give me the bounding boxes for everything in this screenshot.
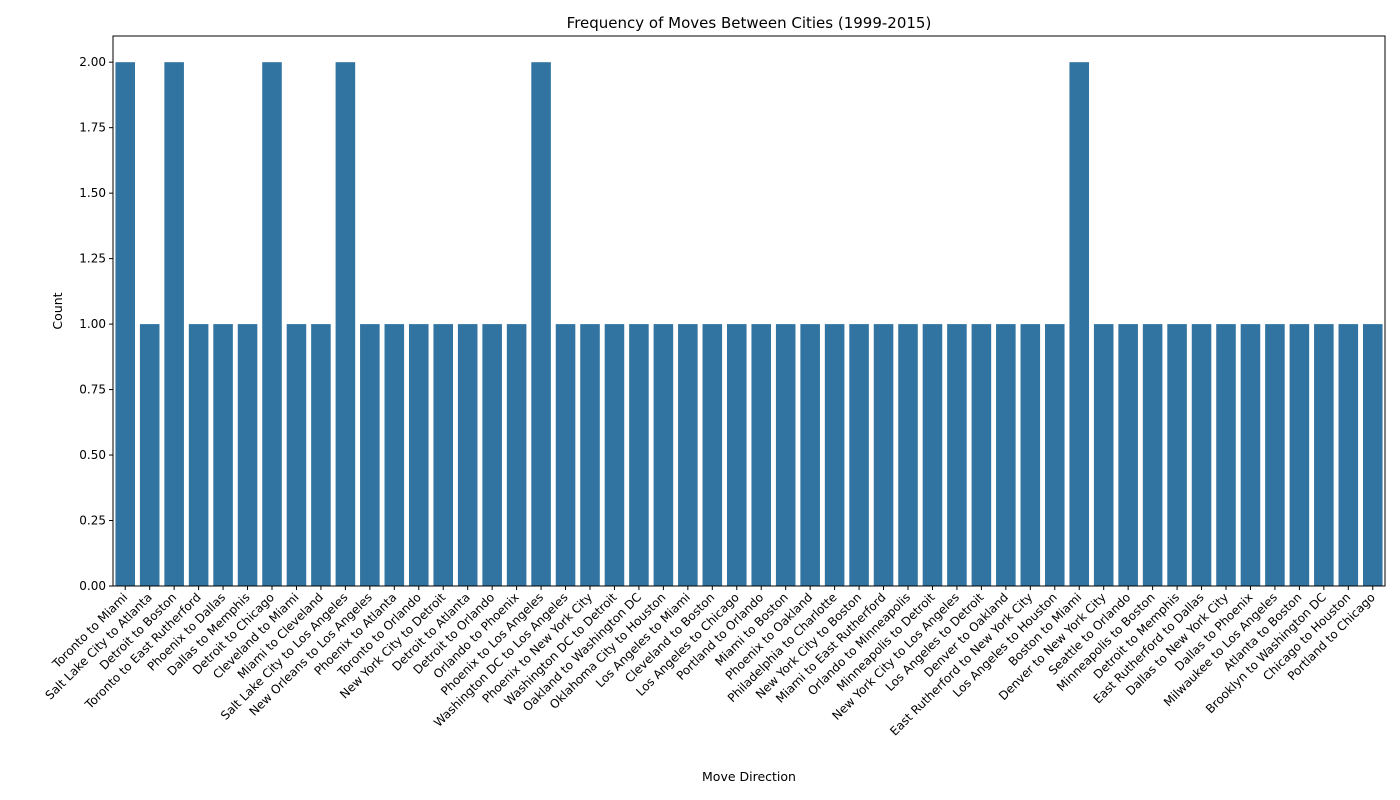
bar <box>653 324 674 586</box>
bar <box>1216 324 1236 586</box>
bar <box>335 62 356 586</box>
bar <box>262 62 282 586</box>
bar <box>1362 324 1383 586</box>
bar <box>947 324 967 586</box>
bar <box>1093 324 1114 586</box>
bar <box>604 324 625 586</box>
bar <box>164 62 184 586</box>
bar <box>1191 324 1212 586</box>
bar <box>482 324 502 586</box>
bar <box>1289 324 1310 586</box>
bar <box>996 324 1016 586</box>
bar <box>1240 324 1261 586</box>
bar <box>311 324 331 586</box>
bar <box>433 324 454 586</box>
bar <box>286 324 307 586</box>
bar <box>824 324 845 586</box>
y-tick-label: 1.75 <box>79 121 106 135</box>
y-axis-label: Count <box>50 292 65 329</box>
bar <box>384 324 405 586</box>
chart-title: Frequency of Moves Between Cities (1999-… <box>567 14 932 32</box>
bar <box>1314 324 1334 586</box>
bar <box>1338 324 1359 586</box>
y-tick-label: 1.25 <box>79 252 106 266</box>
bar <box>751 324 772 586</box>
bar <box>898 324 918 586</box>
bar <box>800 324 820 586</box>
bar <box>115 62 136 586</box>
bar <box>360 324 380 586</box>
bar <box>506 324 527 586</box>
bar <box>1167 324 1187 586</box>
bar <box>726 324 747 586</box>
bar <box>1265 324 1285 586</box>
bar <box>629 324 649 586</box>
bar <box>702 324 723 586</box>
y-tick-label: 2.00 <box>79 55 106 69</box>
plot-frame <box>112 35 1386 587</box>
y-axis: 0.00 0.25 0.50 0.75 1.00 1.25 1.50 1.75 2.00 <box>79 55 113 593</box>
bar <box>971 324 992 586</box>
bar <box>555 324 576 586</box>
bar <box>775 324 796 586</box>
y-tick-label: 0.50 <box>79 448 106 462</box>
bar <box>1142 324 1163 586</box>
y-tick-label: 0.00 <box>79 579 106 593</box>
bar <box>580 324 600 586</box>
bar <box>1020 324 1041 586</box>
bar <box>408 324 429 586</box>
bar <box>457 324 478 586</box>
bar <box>213 324 233 586</box>
y-tick-label: 0.75 <box>79 383 106 397</box>
bar <box>1069 62 1090 586</box>
bar <box>237 324 258 586</box>
bar <box>678 324 698 586</box>
bar <box>531 62 551 586</box>
y-tick-label: 1.00 <box>79 317 106 331</box>
bars-group <box>115 62 1383 586</box>
bar <box>873 324 894 586</box>
bar <box>1044 324 1065 586</box>
bar <box>922 324 943 586</box>
bar <box>849 324 869 586</box>
bar <box>1118 324 1138 586</box>
bar <box>139 324 160 586</box>
bar <box>188 324 209 586</box>
x-axis-label: Move Direction <box>702 769 796 784</box>
y-tick-label: 1.50 <box>79 186 106 200</box>
y-tick-label: 0.25 <box>79 514 106 528</box>
